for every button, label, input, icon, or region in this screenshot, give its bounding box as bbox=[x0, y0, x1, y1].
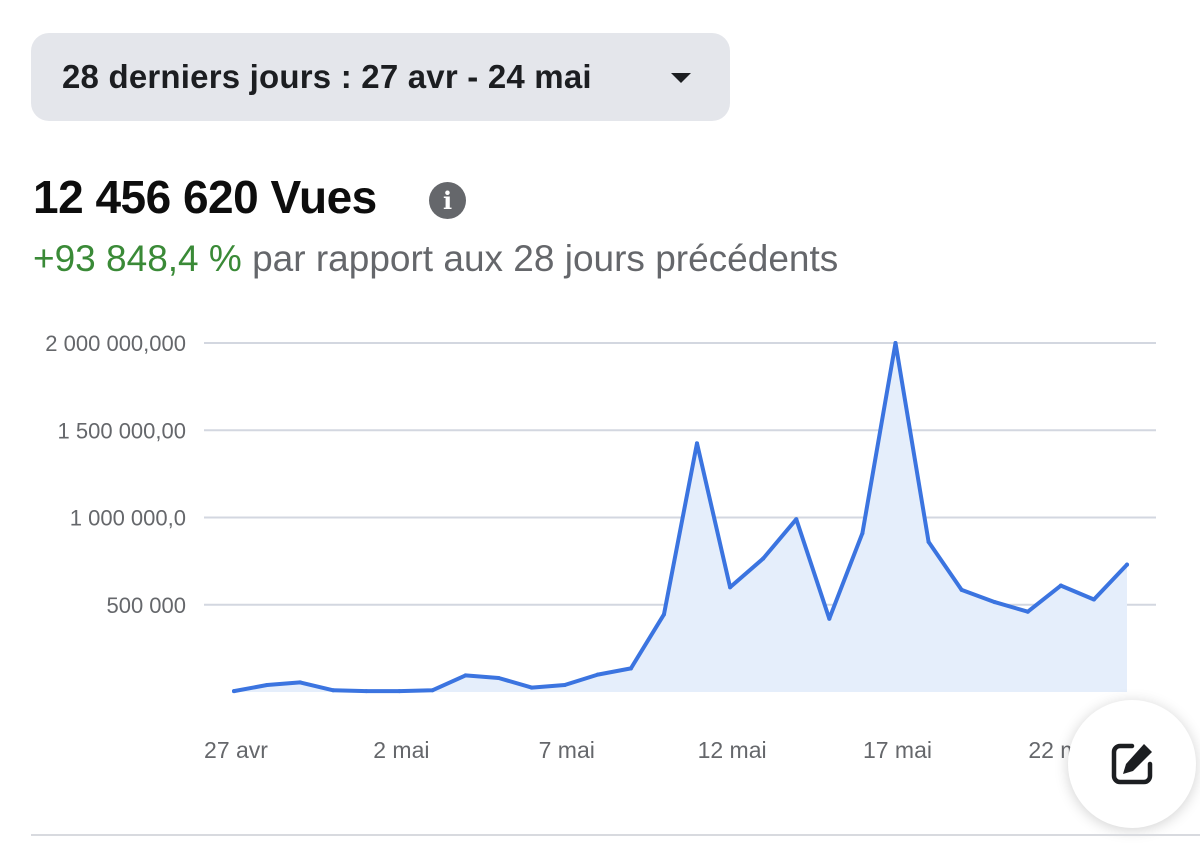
divider bbox=[31, 834, 1200, 836]
data-point bbox=[695, 441, 700, 446]
views-chart: 2 000 000,000 1 500 000,00 1 000 000,0 500 … bbox=[45, 331, 1156, 763]
data-point bbox=[397, 689, 402, 694]
x-tick-label: 17 mai bbox=[863, 737, 932, 763]
data-point bbox=[1025, 609, 1030, 614]
series-line bbox=[232, 341, 1129, 694]
y-tick-label: 1 000 000,0 bbox=[70, 506, 186, 531]
data-point bbox=[794, 517, 799, 522]
data-point bbox=[331, 688, 336, 693]
data-point bbox=[1091, 597, 1096, 602]
date-range-selector[interactable]: 28 derniers jours : 27 avr - 24 mai bbox=[31, 33, 730, 121]
info-icon[interactable]: i bbox=[429, 182, 466, 219]
data-point bbox=[232, 689, 236, 694]
data-point bbox=[1058, 583, 1063, 588]
data-point bbox=[860, 531, 865, 536]
data-point bbox=[430, 688, 435, 693]
x-tick-labels: 27 avr 2 mai 7 mai 12 mai 17 mai 22 mai bbox=[204, 737, 1097, 763]
edit-button[interactable] bbox=[1068, 700, 1196, 828]
caret-down-icon[interactable] bbox=[671, 73, 691, 83]
data-point bbox=[298, 680, 303, 685]
comparison-text: par rapport aux 28 jours précédents bbox=[241, 238, 839, 279]
data-point bbox=[595, 672, 600, 677]
data-point bbox=[761, 556, 766, 561]
data-point bbox=[265, 683, 270, 688]
data-point bbox=[992, 600, 997, 605]
x-tick-label: 27 avr bbox=[204, 737, 268, 763]
data-point bbox=[728, 585, 733, 590]
line-layer bbox=[232, 341, 1129, 694]
date-range-label: 28 derniers jours : 27 avr - 24 mai bbox=[62, 58, 592, 95]
edit-icon bbox=[1111, 743, 1153, 785]
data-point bbox=[628, 666, 633, 671]
data-point bbox=[529, 685, 534, 690]
y-tick-labels: 2 000 000,000 1 500 000,00 1 000 000,0 500 … bbox=[45, 331, 186, 618]
x-tick-label: 7 mai bbox=[539, 737, 595, 763]
data-point bbox=[1125, 562, 1129, 567]
delta-percentage: +93 848,4 % bbox=[33, 238, 242, 279]
data-point bbox=[496, 676, 501, 681]
total-views-row: 12 456 620 Vues bbox=[33, 170, 377, 224]
data-point bbox=[661, 612, 666, 617]
y-tick-label: 500 000 bbox=[106, 593, 186, 618]
comparison-line: +93 848,4 % par rapport aux 28 jours pré… bbox=[33, 238, 838, 280]
data-point bbox=[926, 539, 931, 544]
data-point bbox=[364, 689, 369, 694]
area-fill bbox=[234, 343, 1127, 692]
y-tick-label: 1 500 000,00 bbox=[58, 418, 186, 443]
area-layer bbox=[234, 343, 1127, 692]
data-point bbox=[959, 587, 964, 592]
data-point bbox=[562, 683, 567, 688]
y-tick-label: 2 000 000,000 bbox=[45, 331, 186, 356]
data-point bbox=[463, 673, 468, 678]
x-tick-label: 2 mai bbox=[373, 737, 429, 763]
data-point bbox=[827, 616, 832, 621]
total-views: 12 456 620 Vues bbox=[33, 171, 377, 223]
x-tick-label: 12 mai bbox=[698, 737, 767, 763]
data-point bbox=[893, 341, 898, 345]
